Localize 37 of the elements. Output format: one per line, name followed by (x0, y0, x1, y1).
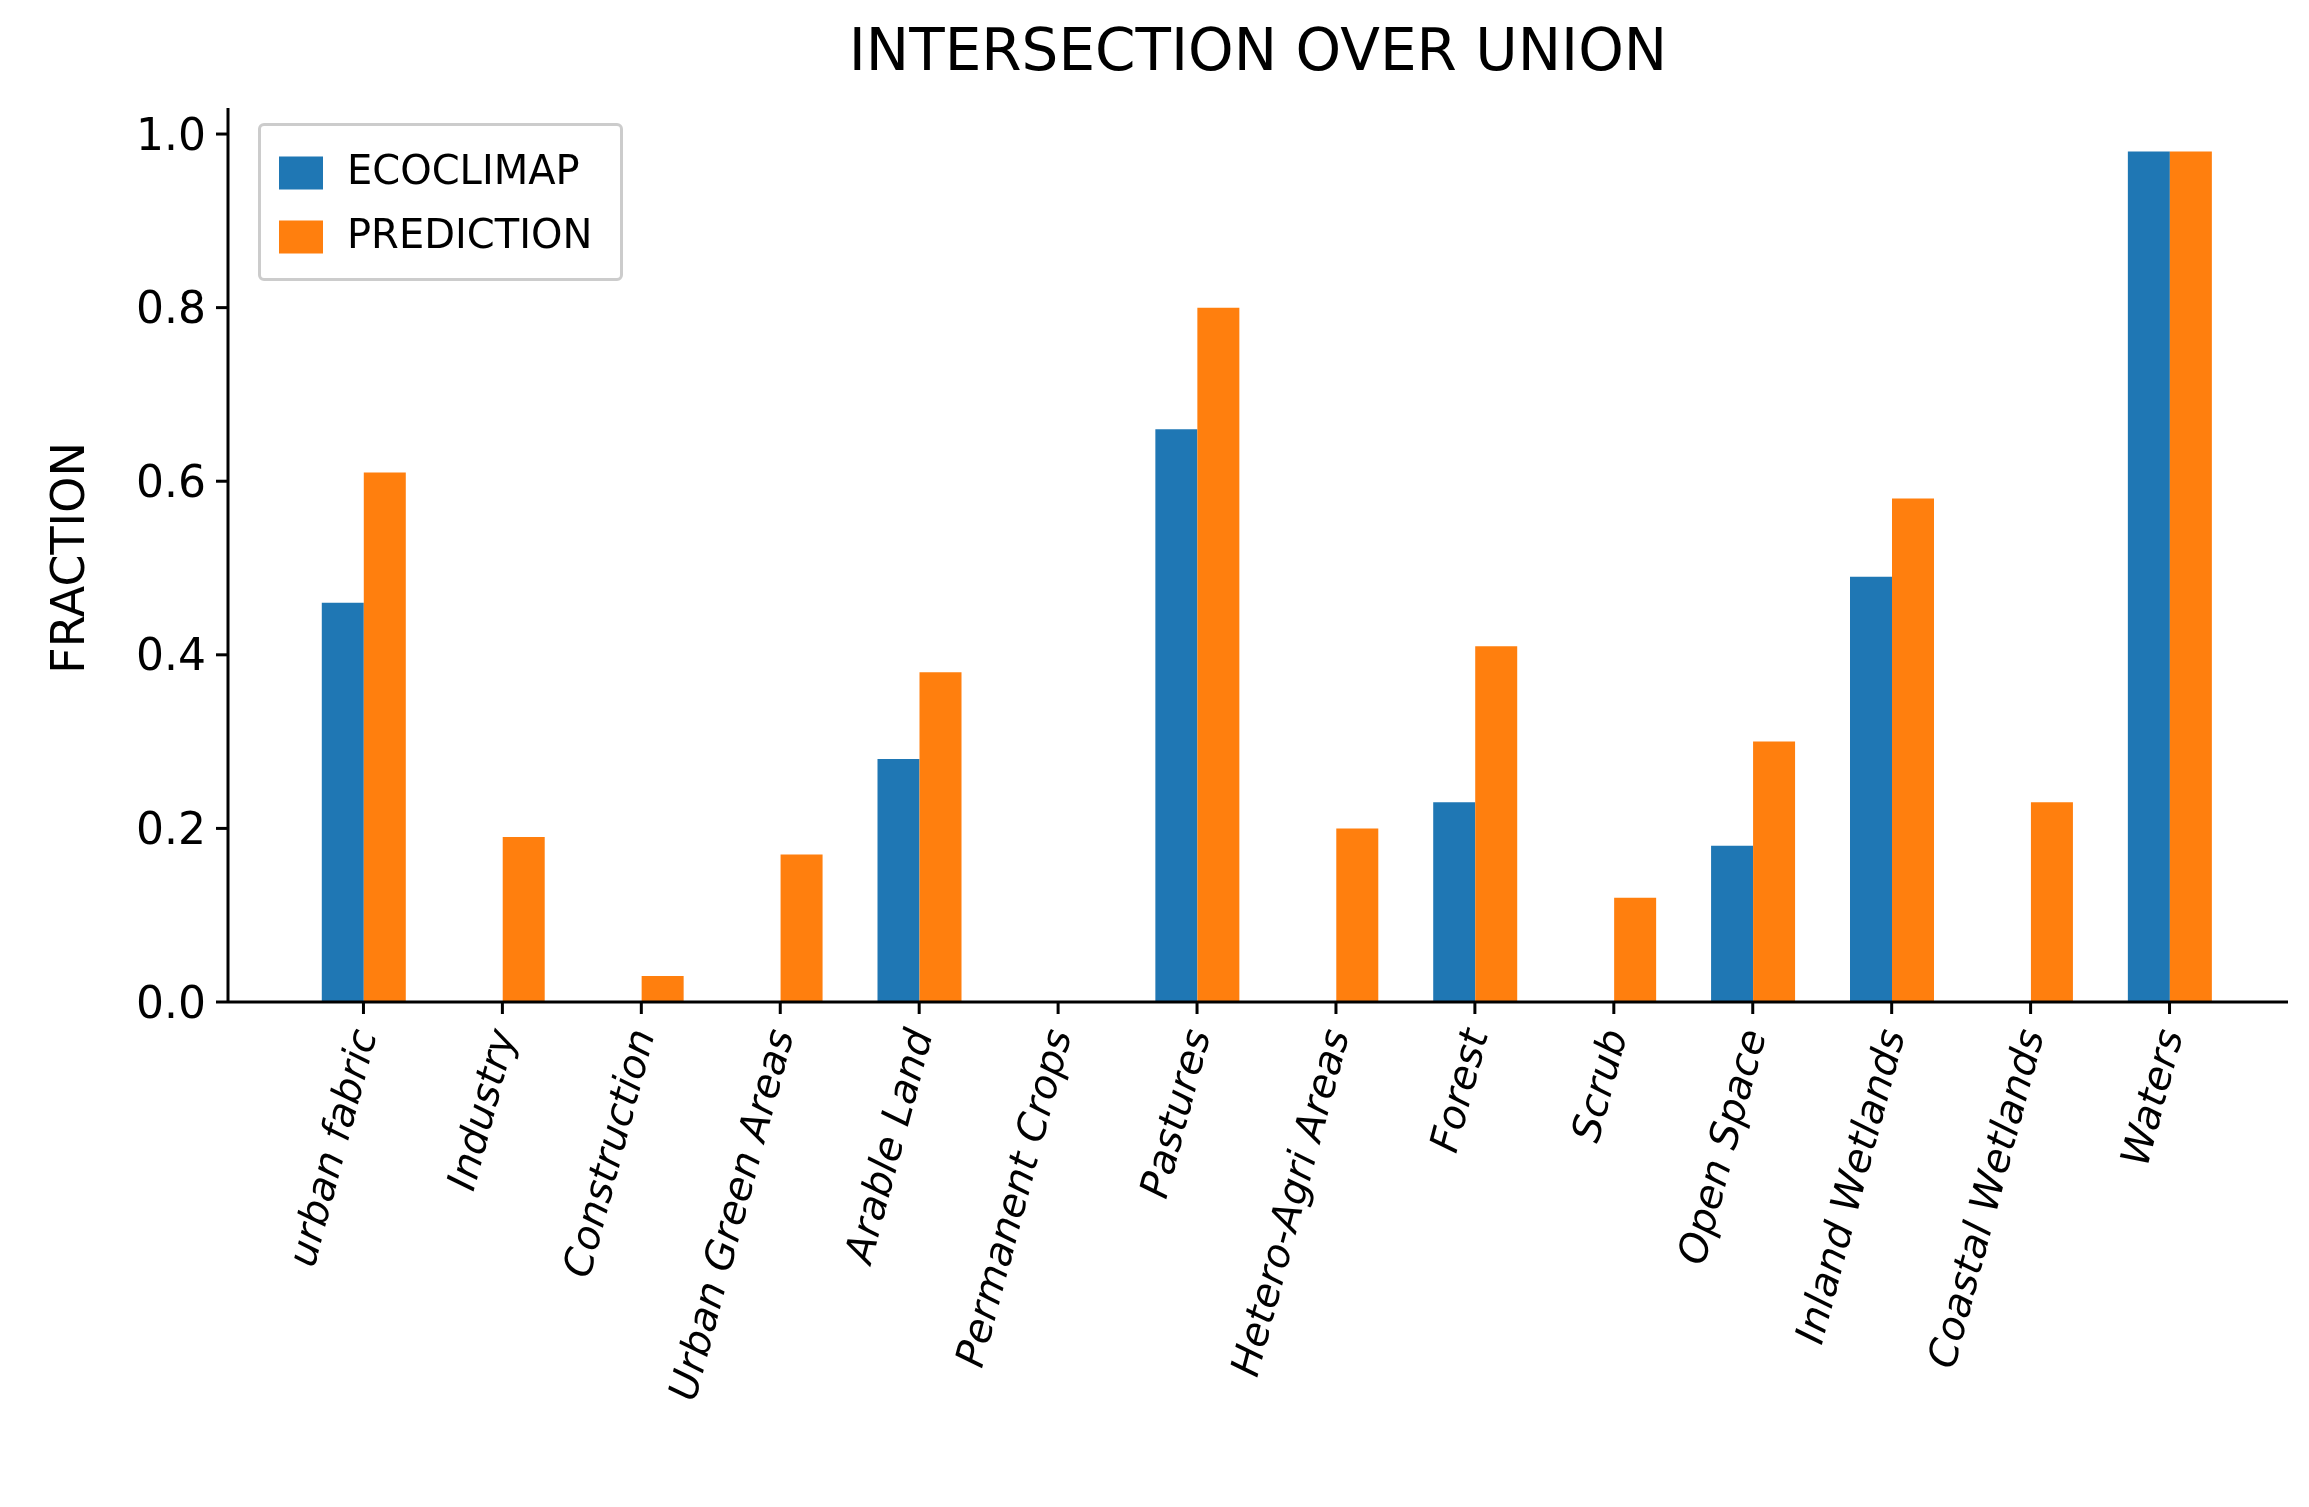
y-tick-label: 0.2 (136, 803, 206, 855)
bar (1433, 802, 1476, 1002)
y-axis-title: FRACTION (41, 442, 95, 674)
y-tick-label: 0.6 (136, 455, 206, 507)
x-tick-label: Forest (1420, 1022, 1498, 1157)
chart-title: INTERSECTION OVER UNION (847, 16, 1669, 84)
bar (1711, 845, 1754, 1002)
bar (877, 758, 920, 1002)
x-tick-label: Arable Land (834, 1023, 942, 1271)
bar (321, 602, 364, 1002)
bar (1475, 646, 1518, 1002)
bar (2127, 151, 2170, 1002)
bar (2030, 802, 2073, 1002)
bar (641, 975, 684, 1002)
x-tick-label: urban fabric (278, 1024, 386, 1271)
y-tick-label: 0.8 (136, 282, 206, 334)
bar (919, 672, 962, 1002)
bar (1850, 576, 1892, 1002)
bar (363, 472, 406, 1002)
bar (780, 854, 823, 1002)
x-tick-label: Open Space (1668, 1024, 1775, 1270)
legend-label: PREDICTION (347, 211, 593, 257)
x-tick-label: Waters (2111, 1024, 2192, 1171)
x-tick-label: Scrub (1561, 1024, 1637, 1147)
y-tick-label: 0.0 (136, 976, 206, 1028)
bar (2169, 151, 2212, 1002)
bar (1614, 897, 1657, 1002)
bar (1892, 498, 1934, 1002)
bar (1336, 828, 1379, 1002)
legend-label: ECOCLIMAP (347, 147, 580, 193)
bar (1753, 741, 1796, 1002)
bar (1197, 307, 1240, 1002)
bar (502, 837, 545, 1002)
y-tick-label: 0.4 (136, 629, 206, 681)
x-tick-label: Urban Green Areas (659, 1024, 803, 1406)
y-tick-label: 1.0 (136, 108, 206, 160)
bar (1155, 429, 1198, 1002)
